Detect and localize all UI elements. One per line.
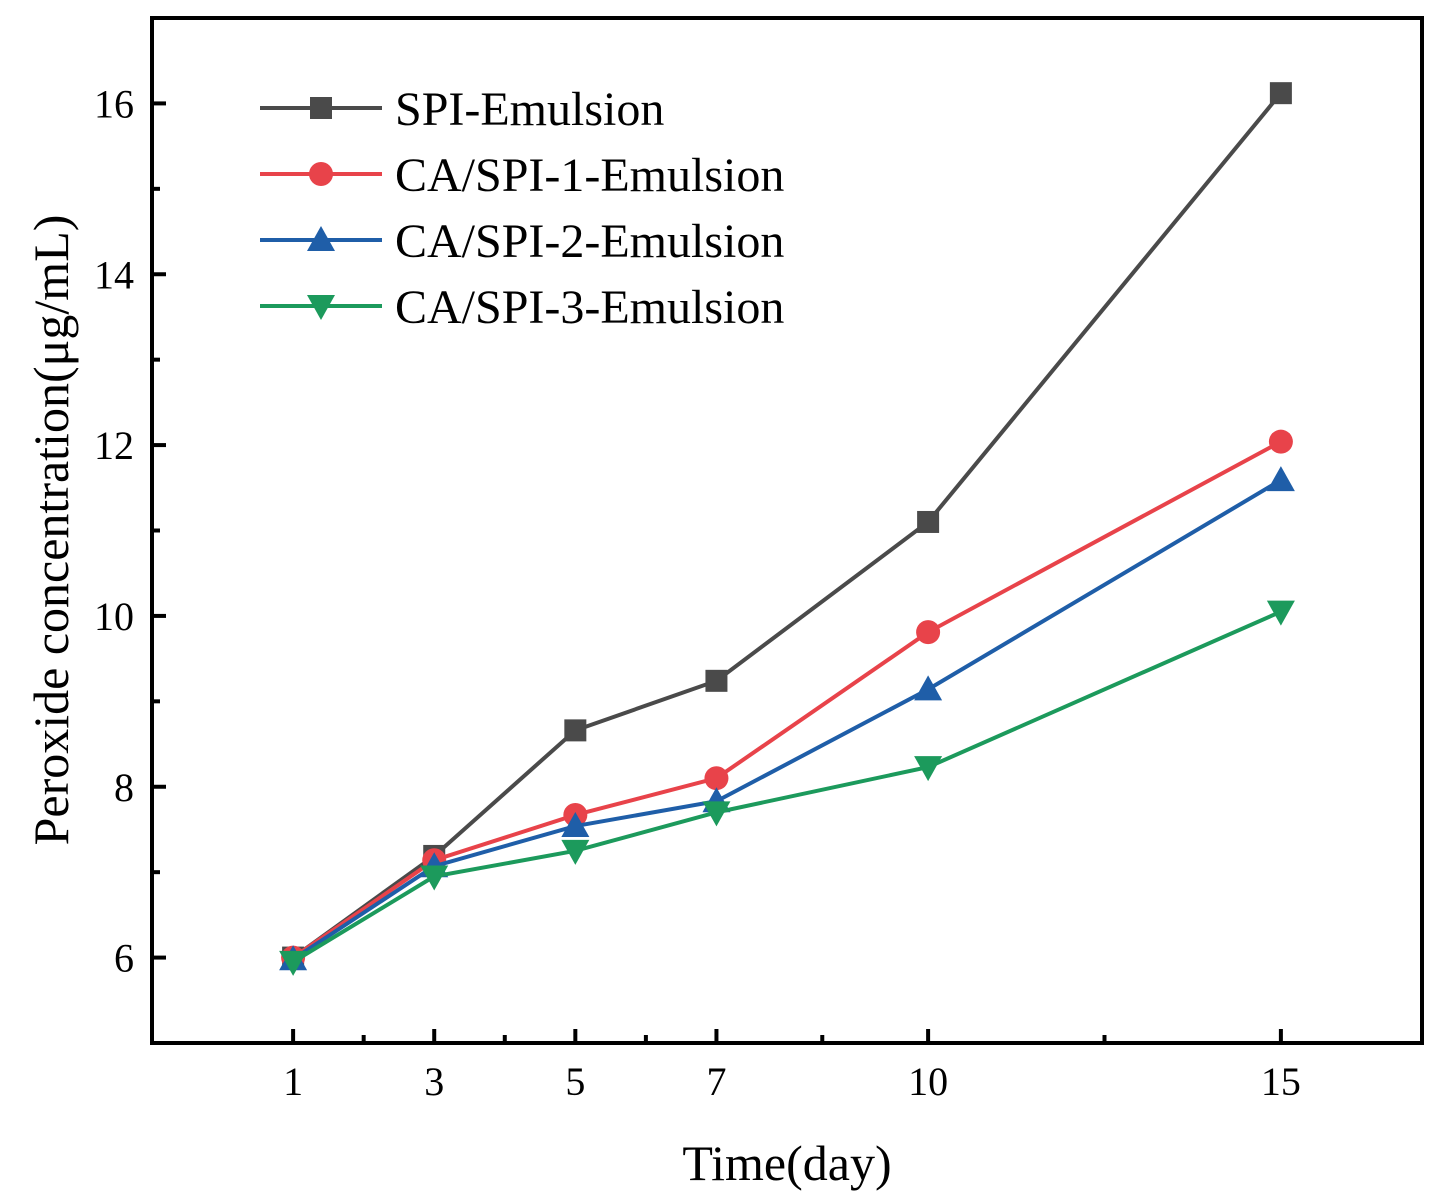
- x-tick-label: 7: [706, 1059, 726, 1104]
- x-tick-label: 1: [283, 1059, 303, 1104]
- series-line: [291, 91, 1283, 960]
- y-tick-label: 6: [114, 936, 134, 981]
- series-line: [292, 609, 1282, 964]
- legend-entry: CA/SPI-1-Emulsion: [260, 149, 784, 202]
- y-tick-label: 12: [94, 423, 134, 468]
- series-ca-spi-1-emulsion: [281, 429, 1293, 970]
- legend-entry: CA/SPI-3-Emulsion: [260, 281, 784, 334]
- series-line: [292, 478, 1282, 961]
- x-tick-label: 15: [1261, 1059, 1301, 1104]
- y-tick-label: 14: [94, 252, 134, 297]
- legend-marker: [309, 162, 333, 186]
- data-point: [914, 756, 943, 782]
- data-point: [1266, 600, 1295, 626]
- legend-label: CA/SPI-2-Emulsion: [395, 215, 784, 268]
- data-point: [917, 510, 940, 533]
- legend-label: CA/SPI-3-Emulsion: [395, 281, 784, 334]
- legend-entry: SPI-Emulsion: [260, 83, 664, 136]
- x-tick-label: 3: [424, 1059, 444, 1104]
- x-tick-label: 5: [565, 1059, 585, 1104]
- plot-frame: [150, 16, 1424, 1045]
- legend-entry: CA/SPI-2-Emulsion: [260, 215, 784, 268]
- data-point: [1266, 466, 1295, 492]
- legend-label: CA/SPI-1-Emulsion: [395, 149, 784, 202]
- series-ca-spi-3-emulsion: [279, 600, 1295, 976]
- data-point: [420, 865, 449, 891]
- series-line: [291, 439, 1282, 960]
- y-tick-label: 16: [94, 81, 134, 126]
- data-point: [916, 620, 941, 645]
- data-point: [561, 839, 590, 865]
- data-point: [561, 812, 590, 838]
- legend-marker: [310, 97, 332, 119]
- x-tick-label: 10: [908, 1059, 948, 1104]
- data-point: [1269, 82, 1292, 105]
- data-point: [1268, 429, 1293, 454]
- legend-marker: [307, 295, 335, 320]
- data-point: [914, 675, 943, 701]
- data-point: [704, 766, 729, 791]
- data-point: [279, 950, 308, 976]
- y-tick-label: 8: [114, 765, 134, 810]
- data-point: [702, 801, 731, 827]
- data-point: [705, 669, 728, 692]
- y-tick-label: 10: [94, 594, 134, 639]
- legend-label: SPI-Emulsion: [395, 83, 664, 136]
- data-point: [564, 719, 587, 742]
- legend-marker: [307, 226, 335, 251]
- x-axis-label: Time(day): [682, 1135, 891, 1191]
- series-ca-spi-2-emulsion: [279, 466, 1295, 971]
- y-axis-label: Peroxide concentration(μg/mL): [23, 215, 79, 846]
